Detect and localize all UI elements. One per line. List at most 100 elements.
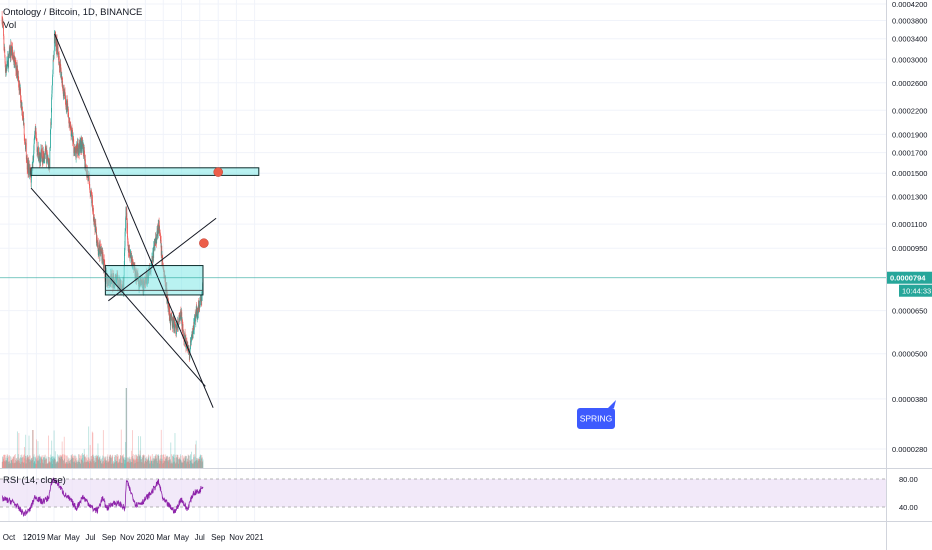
volume-bar (135, 454, 137, 468)
volume-bar (79, 463, 81, 468)
volume-bar (112, 462, 114, 468)
volume-bar (110, 463, 112, 468)
volume-bar (68, 461, 70, 468)
volume-bar (19, 457, 21, 468)
candle-body (12, 47, 13, 54)
volume-bar (180, 455, 182, 468)
volume-bar (6, 455, 8, 468)
volume-bar (36, 460, 38, 468)
trendlines[interactable] (30, 33, 217, 408)
rsi-tick-label: 80.00 (899, 475, 918, 484)
volume-bar (86, 462, 88, 468)
volume-bar (87, 459, 88, 468)
volume-bar (102, 455, 104, 468)
volume-bar (148, 455, 150, 468)
volume-bar (163, 462, 165, 468)
volume-bar (48, 461, 50, 468)
volume-bar (157, 455, 159, 468)
volume-bar (100, 458, 102, 468)
annotations[interactable]: SPRING (0, 167, 886, 429)
volume-bar (144, 462, 145, 468)
volume-bar (12, 459, 13, 468)
volume-bar (21, 458, 22, 468)
volume-bar (18, 433, 20, 468)
volume-bar (139, 454, 140, 468)
volume-bar (104, 457, 105, 468)
volume-bar (198, 460, 199, 468)
time-tick-label: 2020 (136, 533, 154, 542)
volume-bar (87, 457, 89, 468)
volume-bar (3, 454, 5, 468)
candle-body (57, 51, 59, 53)
candle-body (97, 242, 99, 255)
volume-bar (170, 442, 172, 468)
candle-body (51, 90, 53, 98)
volume-bar (97, 455, 99, 468)
candle-body (172, 317, 174, 322)
volume-bar (118, 462, 119, 468)
volume-bar (13, 455, 15, 468)
volume-bar (69, 462, 71, 468)
volume-bar (155, 459, 157, 468)
volume-bar (185, 458, 187, 468)
volume-bar (30, 460, 32, 468)
volume-bar (35, 463, 37, 468)
volume-bar (92, 432, 94, 468)
volume-bar (200, 457, 202, 468)
time-tick-label: 2019 (28, 533, 46, 542)
volume-bar (146, 462, 148, 468)
volume-bar (144, 460, 146, 468)
volume-bar (81, 454, 83, 468)
trendline (108, 217, 217, 302)
volume-bar (65, 463, 67, 468)
volume-bar (55, 463, 57, 468)
candle-body (42, 147, 43, 163)
volume-bar (147, 460, 149, 468)
volume-bar (97, 459, 99, 468)
volume-bar (122, 455, 124, 468)
volume-bar (87, 460, 89, 468)
candle-body (53, 58, 55, 61)
volume-bar (192, 463, 194, 468)
volume-bar (93, 461, 95, 468)
volume-bar (30, 461, 32, 468)
volume-bar (8, 456, 9, 468)
volume-bar (33, 456, 34, 468)
volume-bar (35, 463, 36, 468)
volume-bar (107, 454, 109, 468)
volume-bar (19, 461, 21, 468)
volume-bar (14, 462, 16, 468)
volume-bar (143, 463, 145, 468)
volume-bar (197, 457, 199, 468)
volume-bar (150, 461, 152, 468)
candle-body (7, 55, 9, 62)
volume-bar (135, 454, 137, 468)
volume-bar (76, 460, 77, 468)
volume-bar (168, 457, 170, 468)
volume-bar (38, 456, 40, 468)
volume-bar (28, 457, 30, 468)
volume-bar (101, 457, 103, 468)
volume-bar (164, 461, 165, 468)
volume-bar (15, 457, 17, 468)
time-tick-label: May (65, 533, 80, 542)
candle-body (188, 349, 189, 352)
volume-bar (64, 455, 66, 468)
rsi-line (1, 476, 204, 517)
volume-bar (116, 454, 118, 468)
volume-bar (12, 456, 14, 468)
volume-bar (113, 456, 115, 468)
volume-bar (9, 461, 11, 468)
candle-body (68, 114, 70, 119)
candle-body (102, 256, 104, 266)
volume-bar (14, 454, 16, 468)
candle-body (75, 148, 77, 158)
volume-bar (177, 457, 179, 468)
volume-bar (46, 463, 48, 468)
volume-bar (124, 463, 126, 468)
volume-bar (156, 461, 158, 468)
volume-bar (173, 461, 175, 468)
volume-bar (109, 454, 111, 468)
volume-bar (82, 452, 83, 468)
